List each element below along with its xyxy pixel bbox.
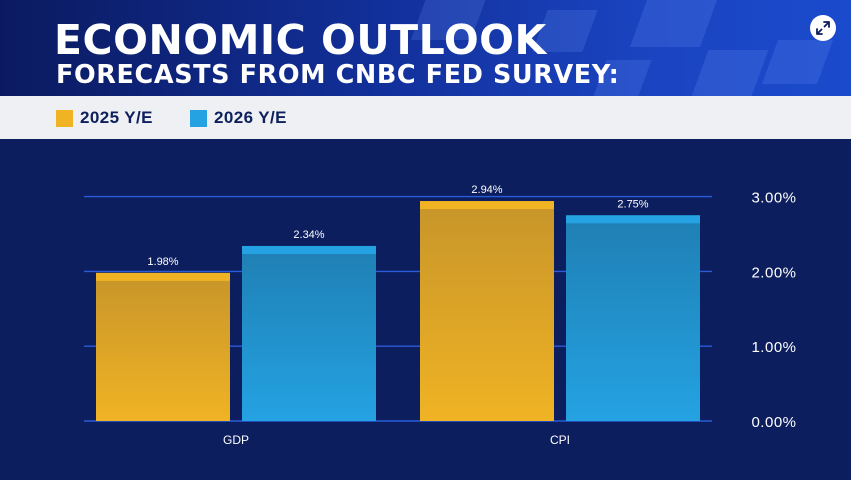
x-tick-label: CPI: [550, 433, 570, 447]
bar: [96, 272, 230, 421]
legend-label-2026: 2026 Y/E: [214, 108, 287, 127]
y-tick-label: 0.00%: [751, 414, 796, 431]
y-tick-label: 3.00%: [751, 190, 796, 207]
legend-item-2026: 2026 Y/E: [190, 107, 287, 129]
data-label: 2.34%: [293, 229, 324, 241]
bar-top: [566, 215, 700, 224]
decorative-cube: [691, 50, 769, 96]
legend-label-2025: 2025 Y/E: [80, 108, 153, 127]
decorative-cube: [629, 0, 721, 47]
y-tick-label: 1.00%: [751, 339, 796, 356]
expand-button[interactable]: [810, 15, 836, 41]
bar: [566, 215, 700, 421]
y-tick-label: 2.00%: [751, 264, 796, 281]
legend-item-2025: 2025 Y/E: [56, 107, 153, 129]
legend: 2025 Y/E 2026 Y/E: [0, 96, 851, 139]
legend-swatch-2025: [56, 109, 73, 127]
plot-area: 0.00% 1.00% 2.00% 3.00% 1.98% 2.34% GDP 2.94% 2.…: [0, 139, 851, 480]
page-title: ECONOMIC OUTLOOK: [54, 16, 547, 64]
header-banner: ECONOMIC OUTLOOK FORECASTS FROM CNBC FED…: [0, 0, 851, 96]
bar-top: [242, 245, 376, 254]
bar: [242, 245, 376, 421]
bar: [420, 201, 554, 421]
decorative-cube: [761, 40, 834, 84]
data-label: 2.75%: [617, 198, 648, 210]
data-label: 1.98%: [147, 256, 178, 268]
data-label: 2.94%: [471, 184, 502, 196]
expand-icon: [816, 21, 830, 35]
legend-swatch-2026: [190, 109, 207, 127]
page-subtitle: FORECASTS FROM CNBC FED SURVEY:: [56, 60, 620, 90]
bar-top: [420, 201, 554, 210]
bar-top: [96, 272, 230, 281]
bar-chart: 0.00% 1.00% 2.00% 3.00% 1.98% 2.34% GDP 2.94% 2.…: [84, 184, 796, 447]
x-tick-label: GDP: [223, 433, 249, 447]
